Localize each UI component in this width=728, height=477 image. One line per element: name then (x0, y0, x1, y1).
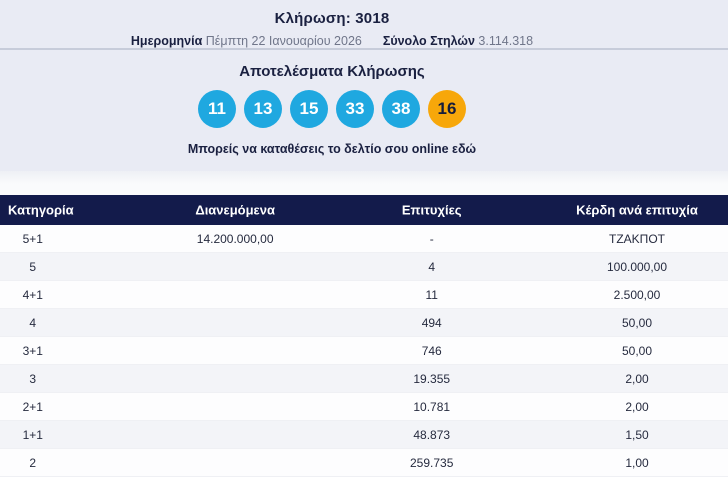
category-cell: 3 (29, 371, 37, 386)
prize-cell: 1,50 (625, 427, 649, 442)
date-value: Πέμπτη 22 Ιανουαρίου 2026 (205, 34, 362, 48)
category-cell: 2+1 (22, 399, 43, 414)
winning-number-ball: 38 (382, 90, 420, 128)
draw-header: Κλήρωση: 3018 Ημερομηνία Πέμπτη 22 Ιανου… (0, 0, 728, 50)
table-row: 2 259.735 1,00 (0, 449, 728, 477)
prize-cell: 2.500,00 (613, 287, 661, 302)
category-cell: 4 (29, 315, 37, 330)
category-cell: 5+1 (22, 231, 43, 246)
category-cell: 3+1 (22, 343, 43, 358)
table-row: 1+1 48.873 1,50 (0, 421, 728, 449)
draw-title: Κλήρωση: 3018 (274, 10, 390, 27)
winning-numbers: 11 13 15 33 38 16 (0, 90, 664, 128)
winners-cell: 4 (428, 259, 436, 274)
table-row: 3 19.355 2,00 (0, 365, 728, 393)
header-prize: Κέρδη ανά επιτυχία (576, 202, 698, 218)
date-label: Ημερομηνία (130, 34, 203, 48)
draw-results-section: Αποτελέσματα Κλήρωσης 11 13 15 33 38 16 … (0, 50, 728, 171)
category-cell: 5 (29, 259, 37, 274)
columns-total-value: 3.114.318 (478, 34, 534, 48)
winners-cell: 19.355 (413, 371, 451, 386)
header-distributed: Διανεμόμενα (195, 202, 275, 218)
winners-cell: 10.781 (413, 399, 451, 414)
category-cell: 4+1 (22, 287, 43, 302)
winners-cell: 259.735 (410, 455, 454, 470)
results-heading: Αποτελέσματα Κλήρωσης (239, 63, 425, 80)
header-winners: Επιτυχίες (401, 202, 462, 218)
top-section: Κλήρωση: 3018 Ημερομηνία Πέμπτη 22 Ιανου… (0, 0, 728, 171)
prize-cell: 1,00 (625, 455, 649, 470)
winning-number-ball: 13 (244, 90, 282, 128)
online-deposit-link[interactable]: Μπορείς να καταθέσεις το δελτίο σου onli… (187, 142, 477, 156)
prize-cell: 50,00 (621, 315, 653, 330)
winners-cell: - (429, 231, 434, 246)
prize-cell: 2,00 (625, 399, 649, 414)
winning-number-ball: 33 (336, 90, 374, 128)
prize-cell: 2,00 (625, 371, 649, 386)
prize-cell: 50,00 (621, 343, 653, 358)
prize-table: Κατηγορία Διανεμόμενα Επιτυχίες Κέρδη αν… (0, 195, 728, 477)
winners-cell: 746 (421, 343, 442, 358)
winning-number-ball: 15 (290, 90, 328, 128)
joker-number-ball: 16 (428, 90, 466, 128)
table-row: 2+1 10.781 2,00 (0, 393, 728, 421)
table-row: 5 4 100.000,00 (0, 253, 728, 281)
header-category: Κατηγορία (8, 202, 74, 218)
winners-cell: 11 (425, 287, 438, 302)
prize-table-header: Κατηγορία Διανεμόμενα Επιτυχίες Κέρδη αν… (0, 195, 728, 225)
winners-cell: 48.873 (413, 427, 451, 442)
winners-cell: 494 (421, 315, 442, 330)
section-divider-gap (0, 171, 728, 195)
columns-total-label: Σύνολο Στηλών (382, 34, 475, 48)
table-row: 3+1 746 50,00 (0, 337, 728, 365)
table-row: 4+1 11 2.500,00 (0, 281, 728, 309)
prize-cell: ΤΖΑΚΠΟΤ (609, 231, 665, 246)
category-cell: 2 (29, 455, 37, 470)
distributed-cell: 14.200.000,00 (196, 231, 274, 246)
winning-number-ball: 11 (198, 90, 236, 128)
draw-meta: Ημερομηνία Πέμπτη 22 Ιανουαρίου 2026 Σύν… (0, 34, 664, 48)
category-cell: 1+1 (22, 427, 43, 442)
prize-cell: 100.000,00 (606, 259, 668, 274)
table-row: 5+1 14.200.000,00 - ΤΖΑΚΠΟΤ (0, 225, 728, 253)
table-row: 4 494 50,00 (0, 309, 728, 337)
